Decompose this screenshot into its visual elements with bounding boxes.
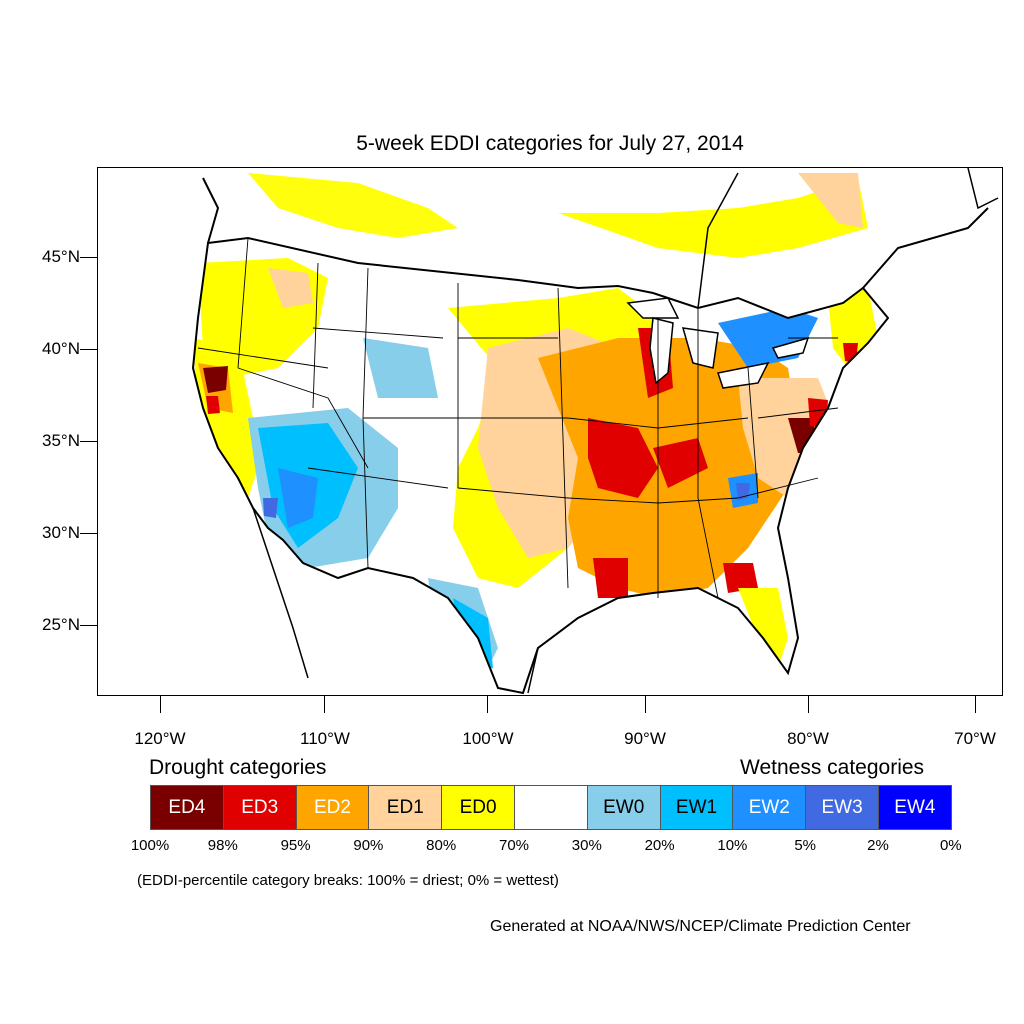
map-frame xyxy=(97,167,1003,696)
state-boundaries xyxy=(197,237,839,599)
lat-tick xyxy=(80,349,97,350)
lat-label-25n: 25°N xyxy=(42,615,80,634)
legend-break-label: 5% xyxy=(794,837,817,854)
canada-coast xyxy=(862,207,989,289)
legend-cell-ed2: ED2 xyxy=(295,785,370,830)
legend-cell-ed4: ED4 xyxy=(150,785,224,830)
legend-break-label: 100% xyxy=(130,837,170,854)
canada-coast xyxy=(967,168,999,210)
legend-cell-ed1: ED1 xyxy=(368,785,443,830)
lon-tick xyxy=(808,696,809,713)
region-ed4 xyxy=(203,366,228,393)
region-ew2 xyxy=(278,468,318,528)
great-lakes xyxy=(717,361,770,389)
lon-label-80w: 80°W xyxy=(787,729,829,748)
region-ed3 xyxy=(588,418,658,498)
canada-coast xyxy=(202,177,220,244)
legend-break-label: 80% xyxy=(426,837,457,854)
legend-cell-ed0: ED0 xyxy=(441,785,515,830)
legend-break-label: 0% xyxy=(939,837,962,854)
region-ed3 xyxy=(723,563,758,593)
great-lakes xyxy=(649,317,674,385)
legend-break-label: 30% xyxy=(571,837,602,854)
lat-label-45n: 45°N xyxy=(42,247,80,266)
canada-patches xyxy=(798,173,863,228)
map-canvas xyxy=(191,168,999,695)
lon-tick xyxy=(324,696,325,713)
map-title: 5-week EDDI categories for July 27, 2014 xyxy=(356,132,744,155)
lat-label-35n: 35°N xyxy=(42,431,80,450)
canada-coast xyxy=(697,172,739,309)
lon-tick xyxy=(160,696,161,713)
region-ed3 xyxy=(206,396,220,414)
legend-break-label: 70% xyxy=(498,837,530,854)
lon-label-90w: 90°W xyxy=(624,729,666,748)
region-ed3 xyxy=(653,438,708,488)
credit-line: Generated at NOAA/NWS/NCEP/Climate Predi… xyxy=(490,918,911,935)
lat-tick xyxy=(80,257,97,258)
legend-cell-ew1: EW1 xyxy=(659,785,734,830)
lat-label-30n: 30°N xyxy=(42,523,80,542)
lat-tick xyxy=(80,533,97,534)
great-lakes xyxy=(626,297,680,319)
drought-heading: Drought categories xyxy=(149,756,327,779)
lon-label-120w: 120°W xyxy=(134,729,186,748)
lon-label-70w: 70°W xyxy=(954,729,996,748)
legend-break-label: 10% xyxy=(717,837,748,854)
region-ed3 xyxy=(593,558,628,598)
great-lakes xyxy=(681,327,719,369)
canada-patches xyxy=(248,173,458,238)
lon-tick xyxy=(975,696,976,713)
legend-cell-ew3: EW3 xyxy=(805,785,879,830)
lon-tick xyxy=(487,696,488,713)
mexico-coast xyxy=(527,647,539,694)
legend-break-label: 95% xyxy=(280,837,311,854)
lon-label-110w: 110°W xyxy=(300,729,350,748)
legend-break-label: 98% xyxy=(207,837,238,854)
lat-label-40n: 40°N xyxy=(42,339,80,358)
legend-cell-neutral xyxy=(514,785,588,830)
mexico-coast xyxy=(252,507,309,679)
region-ed1 xyxy=(268,268,313,308)
category-breaks-note: (EDDI-percentile category breaks: 100% =… xyxy=(137,872,559,889)
region-ew0 xyxy=(363,338,438,398)
lon-tick xyxy=(645,696,646,713)
region-ew3 xyxy=(263,498,278,518)
legend-cell-ew0: EW0 xyxy=(586,785,661,830)
legend-cell-ew4: EW4 xyxy=(878,785,952,830)
region-ew2 xyxy=(458,238,548,268)
region-ew3 xyxy=(736,483,750,500)
region-ed0 xyxy=(738,588,788,668)
legend-break-label: 90% xyxy=(353,837,384,854)
us-border xyxy=(191,236,890,695)
legend-break-label: 20% xyxy=(644,837,675,854)
wetness-heading: Wetness categories xyxy=(740,756,925,779)
lat-tick xyxy=(80,441,97,442)
great-lakes xyxy=(771,336,810,359)
lon-label-100w: 100°W xyxy=(462,729,514,748)
legend-cell-ed3: ED3 xyxy=(222,785,297,830)
lat-tick xyxy=(80,625,97,626)
legend-cell-ew2: EW2 xyxy=(732,785,807,830)
legend-break-label: 2% xyxy=(867,837,889,854)
